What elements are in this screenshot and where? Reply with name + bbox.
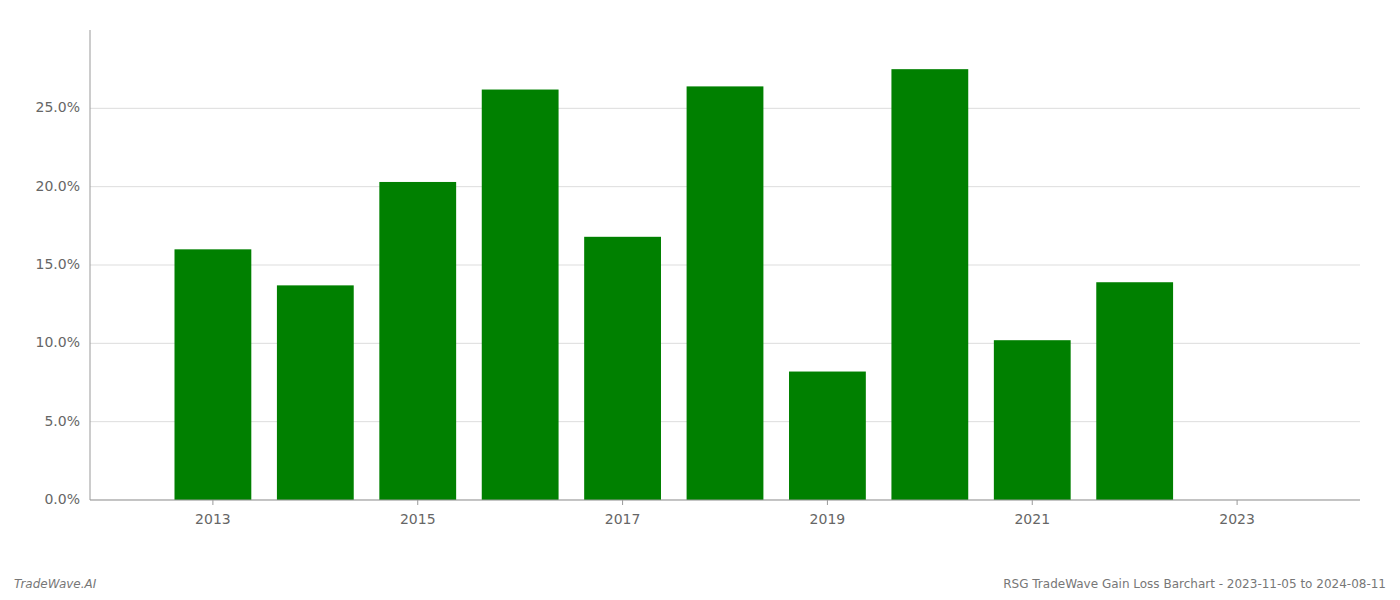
x-tick — [1237, 500, 1238, 505]
x-tick — [1032, 500, 1033, 505]
footer-left: TradeWave.AI — [14, 577, 97, 591]
y-axis-line — [90, 30, 91, 500]
chart-svg: 0.0% 5.0% 10.0% 15.0% 20.0% 25.0% 2013 2015 2017… — [0, 0, 1400, 600]
x-tick-label: 2015 — [400, 511, 436, 527]
x-tick — [827, 500, 828, 505]
x-tick — [212, 500, 213, 505]
x-tick-label: 2019 — [810, 511, 846, 527]
x-tick — [622, 500, 623, 505]
bar — [584, 237, 661, 500]
bars — [174, 69, 1173, 500]
y-tick-label: 10.0% — [36, 334, 80, 350]
bar — [789, 372, 866, 500]
grid-line — [90, 500, 1360, 501]
bar — [1096, 282, 1173, 500]
bar — [277, 285, 354, 500]
bar — [379, 182, 456, 500]
y-tick-label: 0.0% — [44, 491, 80, 507]
y-tick-label: 20.0% — [36, 178, 80, 194]
x-axis-line — [90, 500, 1360, 501]
x-tick-label: 2021 — [1014, 511, 1050, 527]
bar — [891, 69, 968, 500]
y-tick-label: 15.0% — [36, 256, 80, 272]
x-tick-label: 2017 — [605, 511, 641, 527]
chart-container: 0.0% 5.0% 10.0% 15.0% 20.0% 25.0% 2013 2015 2017… — [0, 0, 1400, 600]
bar — [482, 90, 559, 500]
x-tick — [417, 500, 418, 505]
x-tick-label: 2013 — [195, 511, 231, 527]
y-axis: 0.0% 5.0% 10.0% 15.0% 20.0% 25.0% — [36, 30, 90, 507]
y-tick-label: 25.0% — [36, 99, 80, 115]
x-axis: 2013 2015 2017 2019 2021 2023 — [90, 500, 1360, 527]
footer-right: RSG TradeWave Gain Loss Barchart - 2023-… — [1003, 577, 1386, 591]
bar — [994, 340, 1071, 500]
bar — [687, 86, 764, 500]
bar — [174, 249, 251, 500]
y-tick-label: 5.0% — [44, 413, 80, 429]
x-tick-label: 2023 — [1219, 511, 1255, 527]
